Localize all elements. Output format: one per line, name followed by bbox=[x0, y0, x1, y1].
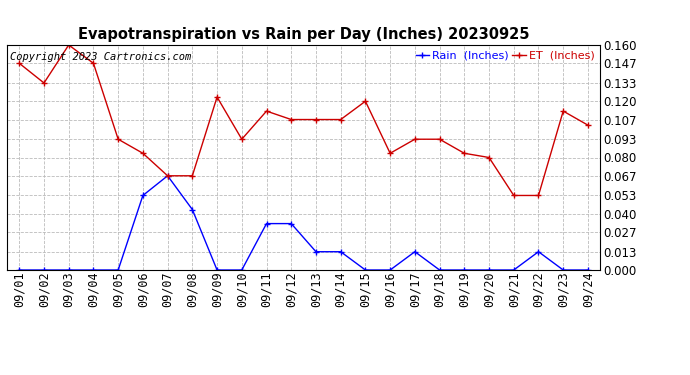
ET  (Inches) bbox=[65, 43, 73, 47]
Rain  (Inches) bbox=[362, 268, 370, 272]
ET  (Inches) bbox=[534, 193, 542, 198]
Line: Rain  (Inches): Rain (Inches) bbox=[17, 173, 591, 273]
ET  (Inches) bbox=[15, 61, 23, 66]
Rain  (Inches) bbox=[139, 193, 147, 198]
Title: Evapotranspiration vs Rain per Day (Inches) 20230925: Evapotranspiration vs Rain per Day (Inch… bbox=[78, 27, 529, 42]
ET  (Inches) bbox=[213, 95, 221, 99]
ET  (Inches) bbox=[188, 174, 197, 178]
Rain  (Inches) bbox=[164, 174, 172, 178]
ET  (Inches) bbox=[362, 99, 370, 104]
Rain  (Inches) bbox=[460, 268, 469, 272]
Line: ET  (Inches): ET (Inches) bbox=[17, 42, 591, 198]
Rain  (Inches) bbox=[510, 268, 518, 272]
ET  (Inches) bbox=[114, 137, 122, 141]
Rain  (Inches) bbox=[40, 268, 48, 272]
ET  (Inches) bbox=[411, 137, 419, 141]
ET  (Inches) bbox=[312, 117, 320, 122]
Rain  (Inches) bbox=[287, 221, 295, 226]
ET  (Inches) bbox=[337, 117, 345, 122]
Rain  (Inches) bbox=[485, 268, 493, 272]
Rain  (Inches) bbox=[337, 249, 345, 254]
Rain  (Inches) bbox=[386, 268, 394, 272]
Rain  (Inches) bbox=[435, 268, 444, 272]
ET  (Inches) bbox=[237, 137, 246, 141]
Rain  (Inches) bbox=[65, 268, 73, 272]
Rain  (Inches) bbox=[114, 268, 122, 272]
ET  (Inches) bbox=[164, 174, 172, 178]
ET  (Inches) bbox=[287, 117, 295, 122]
Rain  (Inches) bbox=[312, 249, 320, 254]
Rain  (Inches) bbox=[188, 207, 197, 212]
Rain  (Inches) bbox=[584, 268, 592, 272]
Rain  (Inches) bbox=[534, 249, 542, 254]
Rain  (Inches) bbox=[411, 249, 419, 254]
ET  (Inches) bbox=[559, 109, 567, 113]
Text: Copyright 2023 Cartronics.com: Copyright 2023 Cartronics.com bbox=[10, 52, 191, 62]
Rain  (Inches) bbox=[89, 268, 97, 272]
ET  (Inches) bbox=[262, 109, 270, 113]
ET  (Inches) bbox=[139, 151, 147, 156]
ET  (Inches) bbox=[485, 155, 493, 160]
ET  (Inches) bbox=[584, 123, 592, 128]
Rain  (Inches) bbox=[213, 268, 221, 272]
Legend: Rain  (Inches), ET  (Inches): Rain (Inches), ET (Inches) bbox=[415, 51, 595, 61]
Rain  (Inches) bbox=[559, 268, 567, 272]
ET  (Inches) bbox=[386, 151, 394, 156]
ET  (Inches) bbox=[89, 61, 97, 66]
Rain  (Inches) bbox=[262, 221, 270, 226]
ET  (Inches) bbox=[510, 193, 518, 198]
Rain  (Inches) bbox=[237, 268, 246, 272]
ET  (Inches) bbox=[40, 81, 48, 85]
Rain  (Inches) bbox=[15, 268, 23, 272]
ET  (Inches) bbox=[460, 151, 469, 156]
ET  (Inches) bbox=[435, 137, 444, 141]
